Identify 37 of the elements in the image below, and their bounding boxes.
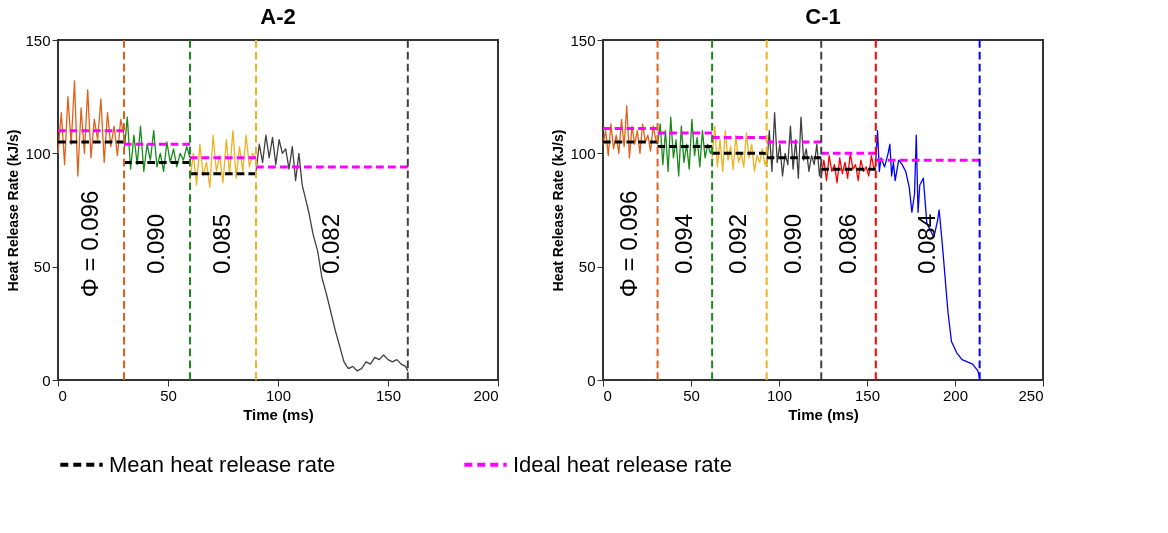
- x-tick-label: 0: [58, 386, 67, 404]
- x-axis-title: Time (ms): [788, 405, 859, 423]
- annotation: 0.082: [316, 213, 344, 275]
- x-tick-label: 250: [1018, 386, 1044, 404]
- chart-title: C-1: [805, 4, 841, 29]
- y-tick-label: 0: [42, 371, 51, 389]
- annotation: 0.086: [833, 213, 861, 275]
- x-tick-label: 50: [683, 386, 700, 404]
- x-tick-label: 100: [766, 386, 793, 404]
- x-tick-label: 0: [603, 386, 612, 404]
- x-tick-label: 150: [854, 386, 881, 404]
- legend-label: Mean heat release rate: [109, 451, 336, 477]
- y-axis-title: Heat Release Rate (kJ/s): [5, 129, 22, 292]
- annotation: 0.084: [912, 213, 940, 275]
- y-tick-label: 0: [587, 371, 596, 389]
- annotation: 0.092: [724, 213, 752, 275]
- annotation: Φ = 0.096: [615, 190, 643, 298]
- annotation: 0.090: [778, 213, 806, 275]
- x-tick-label: 50: [160, 386, 177, 404]
- legend-label: Ideal heat release rate: [513, 451, 732, 477]
- y-tick-label: 50: [578, 258, 596, 276]
- x-tick-label: 200: [473, 386, 499, 404]
- y-tick-label: 150: [570, 31, 596, 49]
- y-tick-label: 50: [33, 258, 51, 276]
- y-axis-title: Heat Release Rate (kJ/s): [550, 129, 567, 292]
- chart-title: A-2: [260, 4, 296, 29]
- annotation: 0.094: [669, 213, 697, 275]
- y-tick-label: 100: [570, 144, 596, 162]
- annotation: Φ = 0.096: [76, 190, 103, 298]
- y-tick-label: 150: [25, 31, 51, 49]
- annotation: 0.085: [208, 213, 235, 275]
- y-tick-label: 100: [25, 144, 51, 162]
- annotation: 0.090: [142, 213, 169, 275]
- x-tick-label: 150: [375, 386, 402, 404]
- x-tick-label: 100: [265, 386, 292, 404]
- x-axis-title: Time (ms): [243, 405, 314, 423]
- x-tick-label: 200: [942, 386, 969, 404]
